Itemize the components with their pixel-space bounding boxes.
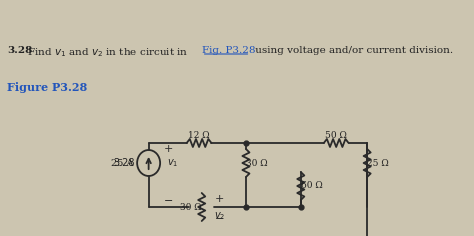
Text: Find $v_1$ and $v_2$ in the circuit in: Find $v_1$ and $v_2$ in the circuit in bbox=[27, 46, 188, 59]
Text: Figure P3.28: Figure P3.28 bbox=[7, 82, 87, 93]
Text: −: − bbox=[164, 196, 173, 206]
Text: Fig. P3.28: Fig. P3.28 bbox=[202, 46, 255, 55]
Text: 60 Ω: 60 Ω bbox=[301, 181, 322, 190]
Text: 30 Ω: 30 Ω bbox=[180, 202, 202, 211]
Text: 3.28: 3.28 bbox=[113, 158, 135, 168]
Text: 25 Ω: 25 Ω bbox=[367, 159, 389, 168]
Text: +: + bbox=[164, 144, 173, 154]
Text: +: + bbox=[215, 194, 224, 204]
Text: $v_2$: $v_2$ bbox=[214, 210, 225, 222]
Text: 25 A: 25 A bbox=[111, 159, 134, 168]
Text: $v_1$: $v_1$ bbox=[167, 157, 179, 169]
Text: 50 Ω: 50 Ω bbox=[325, 131, 347, 139]
Text: using voltage and/or current division.: using voltage and/or current division. bbox=[252, 46, 453, 55]
Text: 30 Ω: 30 Ω bbox=[246, 159, 267, 168]
Text: 12 Ω: 12 Ω bbox=[188, 131, 210, 139]
Text: −: − bbox=[215, 214, 224, 224]
Text: 3.28: 3.28 bbox=[7, 46, 32, 55]
